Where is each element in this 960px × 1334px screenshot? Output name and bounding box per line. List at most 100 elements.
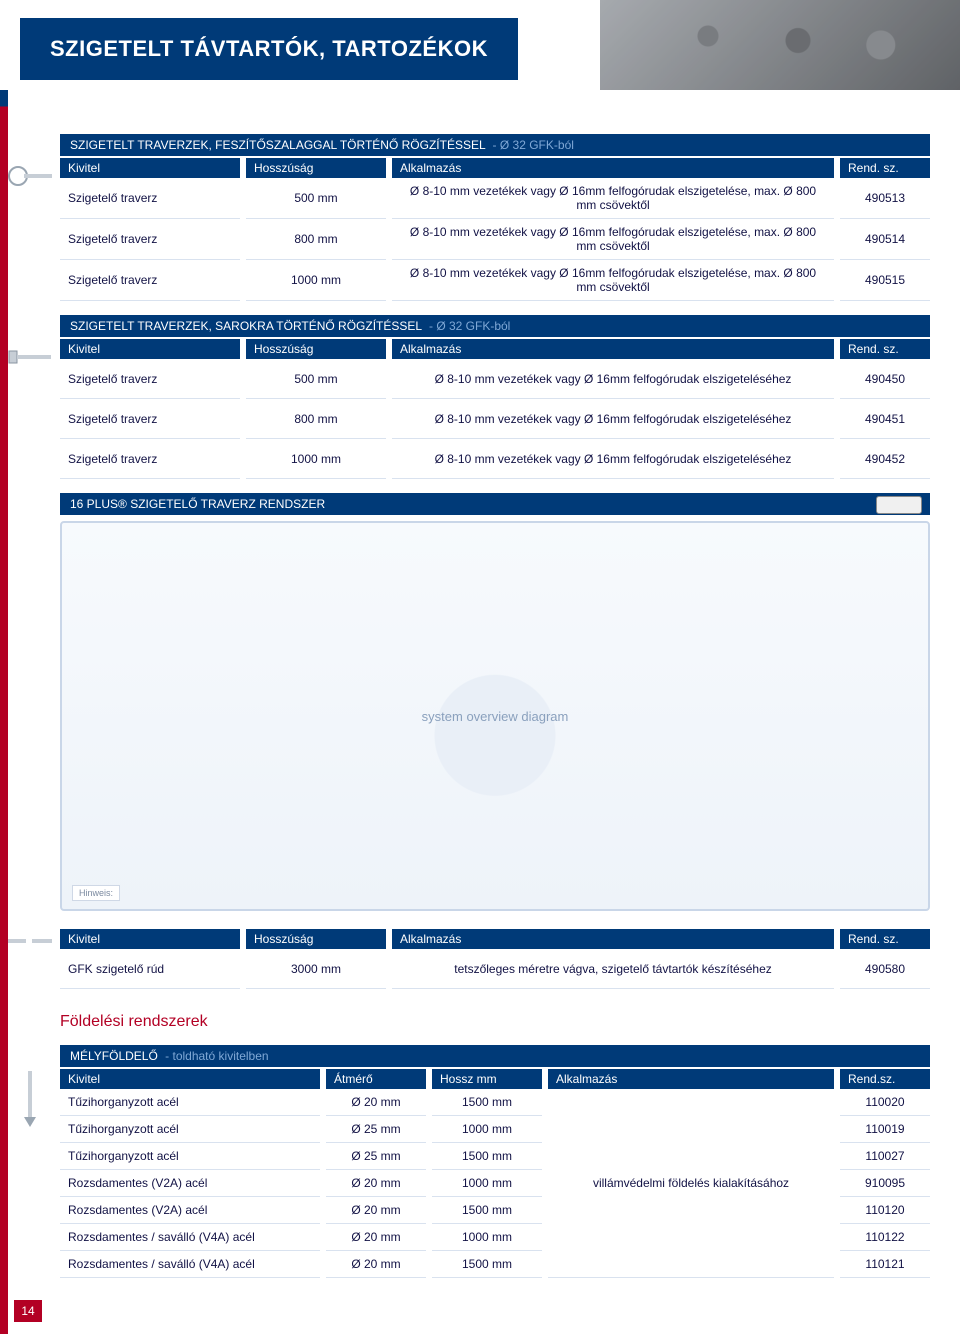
col-header: Kivitel xyxy=(60,1069,320,1089)
ground-table: Kivitel Átmérő Hossz mm Alkalmazás Rend.… xyxy=(60,1069,930,1278)
ground-col-hossz: 1500 mm1000 mm1500 mm1000 mm1500 mm1000 … xyxy=(432,1089,542,1278)
section-b-rows: Szigetelő traverz500 mmØ 8-10 mm vezeték… xyxy=(60,359,930,479)
table-cell: Szigetelő traverz xyxy=(60,359,240,399)
table-cell: 1500 mm xyxy=(432,1251,542,1278)
table-row: Szigetelő traverz1000 mmØ 8-10 mm vezeté… xyxy=(60,439,930,479)
table-cell: 490451 xyxy=(840,399,930,439)
table-row: Szigetelő traverz500 mmØ 8-10 mm vezeték… xyxy=(60,359,930,399)
table-cell: 1500 mm xyxy=(432,1197,542,1224)
page-header: SZIGETELT TÁVTARTÓK, TARTOZÉKOK xyxy=(0,0,960,90)
ground-bar-main: MÉLYFÖLDELŐ xyxy=(70,1049,158,1063)
diagram-bar-main: 16 PLUS® SZIGETELŐ TRAVERZ RENDSZER xyxy=(70,497,325,511)
table-header-row: Kivitel Hosszúság Alkalmazás Rend. sz. xyxy=(60,158,930,178)
col-header: Kivitel xyxy=(60,158,240,178)
table-header-row: Kivitel Hosszúság Alkalmazás Rend. sz. xyxy=(60,929,930,949)
ground-col-atmero: Ø 20 mmØ 25 mmØ 25 mmØ 20 mmØ 20 mmØ 20 … xyxy=(326,1089,426,1278)
table-cell: Ø 8-10 mm vezetékek vagy Ø 16mm felfogór… xyxy=(392,219,834,260)
gfk-thumb xyxy=(6,931,54,951)
col-header: Kivitel xyxy=(60,339,240,359)
table-cell: Ø 8-10 mm vezetékek vagy Ø 16mm felfogór… xyxy=(392,359,834,399)
table-cell: 110019 xyxy=(840,1116,930,1143)
table-cell: 1000 mm xyxy=(246,261,386,301)
table-cell: 3000 mm xyxy=(246,949,386,989)
ground-thumb xyxy=(6,1069,54,1129)
system-diagram: system overview diagram Hinweis: xyxy=(60,521,930,911)
gfk-table: Kivitel Hosszúság Alkalmazás Rend. sz. G… xyxy=(60,929,930,989)
table-row: Szigetelő traverz500 mmØ 8-10 mm vezeték… xyxy=(60,178,930,219)
table-cell: Szigetelő traverz xyxy=(60,179,240,219)
table-cell: 500 mm xyxy=(246,359,386,399)
table-row: Szigetelő traverz1000 mmØ 8-10 mm vezeté… xyxy=(60,260,930,301)
table-cell: 490452 xyxy=(840,439,930,479)
col-header: Alkalmazás xyxy=(392,929,834,949)
diagram-placeholder: system overview diagram xyxy=(422,709,569,724)
col-header: Alkalmazás xyxy=(392,158,834,178)
table-cell: Tűzihorganyzott acél xyxy=(60,1116,320,1143)
table-cell: Ø 8-10 mm vezetékek vagy Ø 16mm felfogór… xyxy=(392,178,834,219)
table-cell: Rozsdamentes / saválló (V4A) acél xyxy=(60,1224,320,1251)
table-row: Szigetelő traverz800 mmØ 8-10 mm vezeték… xyxy=(60,399,930,439)
table-cell: 1000 mm xyxy=(432,1116,542,1143)
col-header: Hosszúság xyxy=(246,339,386,359)
ground-col-kivitel: Tűzihorganyzott acélTűzihorganyzott acél… xyxy=(60,1089,320,1278)
col-header: Hossz mm xyxy=(432,1069,542,1089)
table-cell: 800 mm xyxy=(246,220,386,260)
section-a-rows: Szigetelő traverz500 mmØ 8-10 mm vezeték… xyxy=(60,178,930,301)
table-cell: 1500 mm xyxy=(432,1143,542,1170)
table-cell: tetszőleges méretre vágva, szigetelő táv… xyxy=(392,949,834,989)
table-cell: 800 mm xyxy=(246,399,386,439)
table-cell: Ø 25 mm xyxy=(326,1116,426,1143)
table-cell: 490450 xyxy=(840,359,930,399)
table-cell: Ø 8-10 mm vezetékek vagy Ø 16mm felfogór… xyxy=(392,260,834,301)
col-header: Rend. sz. xyxy=(840,339,930,359)
table-cell: Ø 20 mm xyxy=(326,1197,426,1224)
ground-col-rend: 1100201100191100279100951101201101221101… xyxy=(840,1089,930,1278)
table-cell: Szigetelő traverz xyxy=(60,439,240,479)
table-cell: 490515 xyxy=(840,261,930,301)
section-a-bar-suffix: - Ø 32 GFK-ból xyxy=(489,138,574,152)
section-b-table: Kivitel Hosszúság Alkalmazás Rend. sz. S… xyxy=(60,339,930,479)
table-cell: Szigetelő traverz xyxy=(60,399,240,439)
table-cell: 110027 xyxy=(840,1143,930,1170)
table-row: Szigetelő traverz800 mmØ 8-10 mm vezeték… xyxy=(60,219,930,260)
table-cell: Ø 20 mm xyxy=(326,1089,426,1116)
ground-col-alkalmazas: villámvédelmi földelés kialakításához xyxy=(548,1089,834,1278)
table-cell: Rozsdamentes / saválló (V4A) acél xyxy=(60,1251,320,1278)
table-cell: Rozsdamentes (V2A) acél xyxy=(60,1197,320,1224)
table-header-row: Kivitel Átmérő Hossz mm Alkalmazás Rend.… xyxy=(60,1069,930,1089)
table-cell: Ø 20 mm xyxy=(326,1251,426,1278)
col-header: Hosszúság xyxy=(246,929,386,949)
col-header: Rend. sz. xyxy=(840,158,930,178)
table-cell: Ø 8-10 mm vezetékek vagy Ø 16mm felfogór… xyxy=(392,399,834,439)
col-header: Rend.sz. xyxy=(840,1069,930,1089)
col-header: Átmérő xyxy=(326,1069,426,1089)
grounding-heading: Földelési rendszerek xyxy=(60,1013,930,1031)
col-header: Rend. sz. xyxy=(840,929,930,949)
col-header: Alkalmazás xyxy=(548,1069,834,1089)
col-header: Kivitel xyxy=(60,929,240,949)
table-cell: Ø 8-10 mm vezetékek vagy Ø 16mm felfogór… xyxy=(392,439,834,479)
section-b-bar-suffix: - Ø 32 GFK-ból xyxy=(425,319,510,333)
gfk-rows: GFK szigetelő rúd3000 mmtetszőleges mére… xyxy=(60,949,930,989)
table-cell: Tűzihorganyzott acél xyxy=(60,1089,320,1116)
table-cell: Szigetelő traverz xyxy=(60,220,240,260)
table-cell: 1500 mm xyxy=(432,1089,542,1116)
table-cell: 490514 xyxy=(840,220,930,260)
page-number: 14 xyxy=(14,1300,42,1322)
section-a-bar: SZIGETELT TRAVERZEK, FESZÍTŐSZALAGGAL TÖ… xyxy=(60,134,930,156)
left-color-bar xyxy=(0,0,8,1334)
table-row: GFK szigetelő rúd3000 mmtetszőleges mére… xyxy=(60,949,930,989)
section-b-thumb xyxy=(6,337,54,377)
table-cell: 110121 xyxy=(840,1251,930,1278)
table-cell: 110122 xyxy=(840,1224,930,1251)
section-a-thumb xyxy=(6,156,54,196)
ground-body: Tűzihorganyzott acélTűzihorganyzott acél… xyxy=(60,1089,930,1278)
ground-bar: MÉLYFÖLDELŐ - toldható kivitelben xyxy=(60,1045,930,1067)
content: SZIGETELT TRAVERZEK, FESZÍTŐSZALAGGAL TÖ… xyxy=(0,90,960,1298)
table-cell: 1000 mm xyxy=(432,1170,542,1197)
section-a-bar-main: SZIGETELT TRAVERZEK, FESZÍTŐSZALAGGAL TÖ… xyxy=(70,138,485,152)
page-root: SZIGETELT TÁVTARTÓK, TARTOZÉKOK SZIGETEL… xyxy=(0,0,960,1334)
table-cell: Ø 20 mm xyxy=(326,1224,426,1251)
table-cell: 500 mm xyxy=(246,179,386,219)
table-cell: 110120 xyxy=(840,1197,930,1224)
